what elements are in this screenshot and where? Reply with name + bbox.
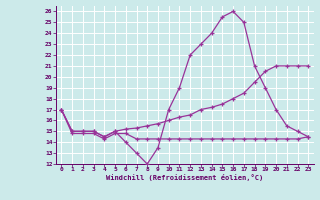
X-axis label: Windchill (Refroidissement éolien,°C): Windchill (Refroidissement éolien,°C) — [106, 174, 263, 181]
